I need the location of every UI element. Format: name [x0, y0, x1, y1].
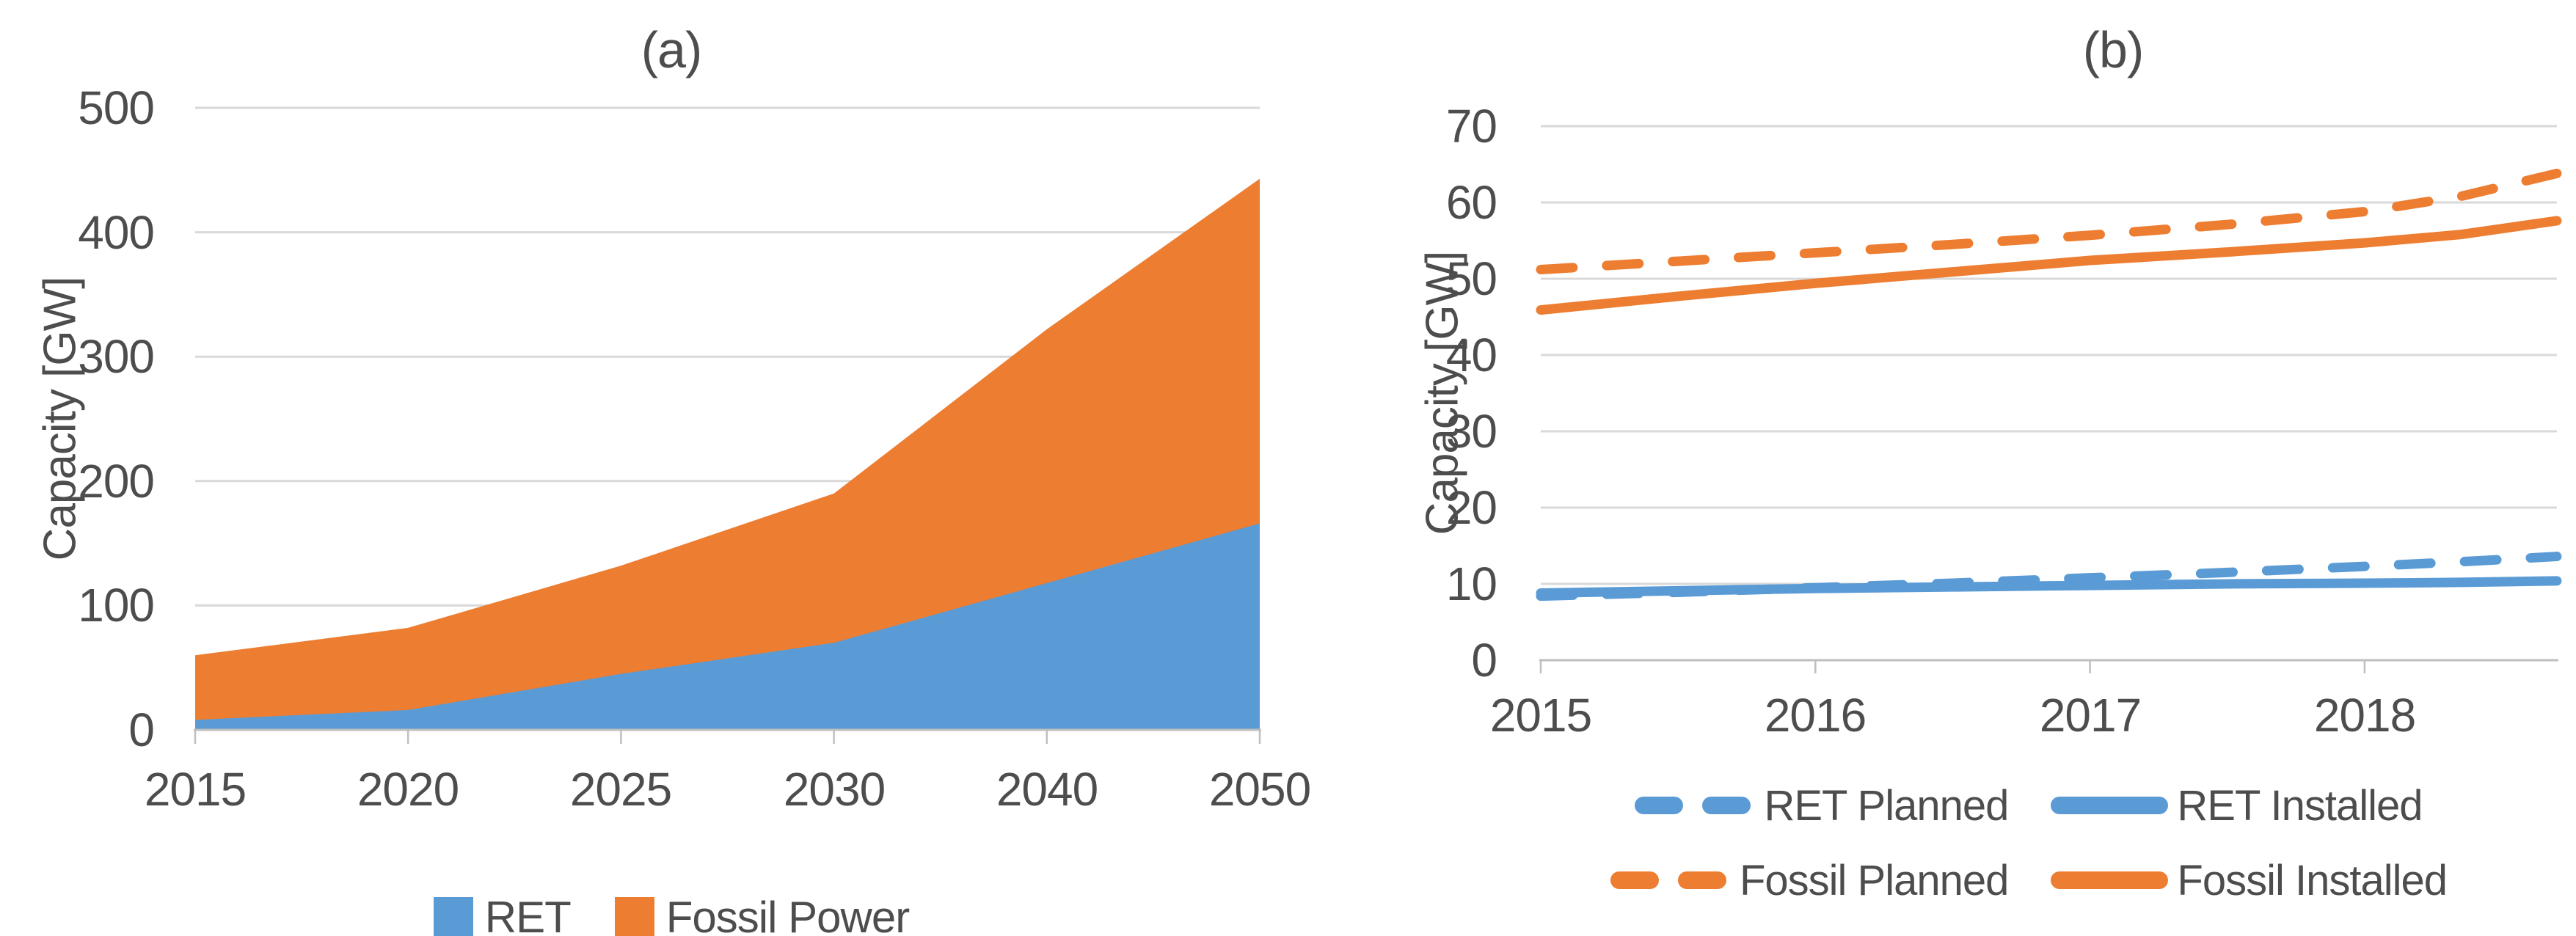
- chart-a-y-axis-title: Capacity [GW]: [34, 277, 86, 561]
- chart-b-ytick-30: 30: [1445, 405, 1497, 458]
- legend-label-fossil-planned: Fossil Planned: [1739, 856, 2009, 904]
- chart-a-ytick-300: 300: [78, 330, 155, 383]
- chart-a-xtick-2040: 2040: [996, 763, 1098, 816]
- chart-b-ytick-40: 40: [1445, 329, 1497, 381]
- chart-a-ytick-100: 100: [78, 579, 155, 632]
- chart-a-xtick-2030: 2030: [783, 763, 886, 816]
- chart-a-ytick-500: 500: [78, 81, 155, 134]
- chart-a-xtick-2050: 2050: [1208, 763, 1311, 816]
- fossil-planned-dashed-line-icon: [1610, 871, 1726, 889]
- chart-b-xtick-2018: 2018: [2313, 689, 2416, 742]
- chart-b-legend-item-fossil-planned: Fossil Planned: [1610, 856, 2009, 905]
- ret-installed-solid-line-icon: [2051, 797, 2169, 814]
- chart-b-legend-row-1: RET Planned RET Installed: [1541, 775, 2517, 836]
- chart-b-legend-item-fossil-installed: Fossil Installed: [2051, 856, 2448, 905]
- chart-a-xtick-2025: 2025: [569, 763, 672, 816]
- chart-a-xtick-2020: 2020: [357, 763, 459, 816]
- chart-a-ytick-200: 200: [78, 455, 155, 508]
- chart-b-ytick-70: 70: [1445, 100, 1497, 153]
- chart-a-legend-item-fossil-power: Fossil Power: [614, 892, 910, 936]
- chart-b-ytick-60: 60: [1445, 176, 1497, 229]
- chart-a-ytick-0: 0: [128, 703, 155, 756]
- chart-b-ytick-20: 20: [1445, 481, 1497, 534]
- legend-label-ret: RET: [484, 892, 572, 936]
- chart-a-legend-item-ret: RET: [433, 892, 572, 936]
- legend-label-fossil-power: Fossil Power: [665, 892, 910, 936]
- chart-a-plot-area: [194, 106, 1261, 744]
- chart-b-xtick-2015: 2015: [1489, 689, 1592, 742]
- chart-a-title: (a): [641, 21, 703, 78]
- chart-b-ytick-50: 50: [1445, 252, 1497, 305]
- chart-b-ytick-10: 10: [1445, 557, 1497, 610]
- ret-planned-dashed-line-icon: [1635, 797, 1751, 814]
- chart-b-plot-area: [1536, 125, 2562, 673]
- ret-swatch-icon: [433, 897, 473, 936]
- fossil-installed-solid-line-icon: [2051, 871, 2169, 889]
- chart-a-ytick-400: 400: [78, 206, 155, 259]
- chart-a-legend: RET Fossil Power: [0, 886, 1343, 936]
- fossil-power-swatch-icon: [614, 897, 654, 936]
- chart-b-ytick-0: 0: [1471, 634, 1497, 687]
- chart-b-legend-item-ret-installed: RET Installed: [2051, 781, 2423, 830]
- chart-b-title: (b): [2082, 21, 2145, 78]
- chart-b-xtick-2017: 2017: [2039, 689, 2142, 742]
- chart-a-xtick-2015: 2015: [144, 763, 247, 816]
- legend-label-ret-installed: RET Installed: [2177, 781, 2423, 830]
- legend-label-fossil-installed: Fossil Installed: [2177, 856, 2448, 904]
- legend-label-ret-planned: RET Planned: [1764, 781, 2009, 830]
- chart-b-xtick-2016: 2016: [1764, 689, 1867, 742]
- chart-b-legend-item-ret-planned: RET Planned: [1635, 781, 2009, 830]
- chart-b-legend-row-2: Fossil Planned Fossil Installed: [1541, 849, 2517, 911]
